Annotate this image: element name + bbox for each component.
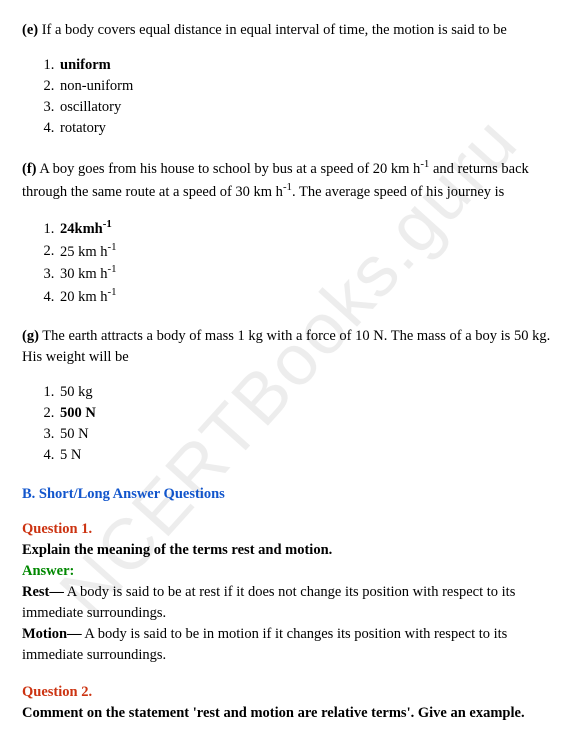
option-text: 24kmh-1 <box>60 221 112 237</box>
question-f-label: (f) <box>22 161 37 177</box>
option-text: 500 N <box>60 405 96 421</box>
option-item: 50 kg <box>58 382 556 403</box>
answer-1-body: Rest— A body is said to be at rest if it… <box>22 582 556 666</box>
motion-label: Motion— <box>22 626 82 642</box>
option-item: rotatory <box>58 118 556 139</box>
question-g-intro: (g) The earth attracts a body of mass 1 … <box>22 326 556 368</box>
option-item: 20 km h-1 <box>58 285 556 308</box>
option-item: oscillatory <box>58 97 556 118</box>
rest-label: Rest— <box>22 584 64 600</box>
question-g-options: 50 kg 500 N 50 N 5 N <box>22 382 556 466</box>
question-2-text: Comment on the statement 'rest and motio… <box>22 703 556 724</box>
question-f-text-3: . The average speed of his journey is <box>292 184 504 200</box>
option-item: non-uniform <box>58 76 556 97</box>
option-text: 50 kg <box>60 384 93 400</box>
superscript: -1 <box>283 181 292 193</box>
superscript: -1 <box>420 158 429 170</box>
option-text: oscillatory <box>60 99 121 115</box>
option-item: 30 km h-1 <box>58 262 556 285</box>
superscript: -1 <box>108 263 117 275</box>
answer-1-label: Answer: <box>22 561 556 582</box>
option-item: uniform <box>58 55 556 76</box>
option-text: 5 N <box>60 447 81 463</box>
superscript: -1 <box>108 286 117 298</box>
question-f-intro: (f) A boy goes from his house to school … <box>22 157 556 203</box>
question-g-text: The earth attracts a body of mass 1 kg w… <box>22 328 550 365</box>
question-1-text: Explain the meaning of the terms rest an… <box>22 540 556 561</box>
option-item: 500 N <box>58 403 556 424</box>
question-e-text: If a body covers equal distance in equal… <box>38 22 507 38</box>
rest-text: A body is said to be at rest if it does … <box>22 584 515 621</box>
question-e-options: uniform non-uniform oscillatory rotatory <box>22 55 556 139</box>
question-e-intro: (e) If a body covers equal distance in e… <box>22 20 556 41</box>
motion-text: A body is said to be in motion if it cha… <box>22 626 507 663</box>
question-f-text-1: A boy goes from his house to school by b… <box>37 161 421 177</box>
option-item: 25 km h-1 <box>58 240 556 263</box>
page-content: (e) If a body covers equal distance in e… <box>22 20 556 724</box>
option-text: 30 km h <box>60 266 108 282</box>
section-b-heading: B. Short/Long Answer Questions <box>22 484 556 505</box>
option-text: uniform <box>60 57 111 73</box>
option-item: 24kmh-1 <box>58 217 556 240</box>
option-text: non-uniform <box>60 78 133 94</box>
superscript: -1 <box>108 241 117 253</box>
option-text: 20 km h <box>60 289 108 305</box>
option-text: rotatory <box>60 120 106 136</box>
option-item: 50 N <box>58 424 556 445</box>
option-item: 5 N <box>58 445 556 466</box>
question-1-number: Question 1. <box>22 519 556 540</box>
option-text: 50 N <box>60 426 89 442</box>
question-f-options: 24kmh-1 25 km h-1 30 km h-1 20 km h-1 <box>22 217 556 308</box>
question-2-number: Question 2. <box>22 682 556 703</box>
question-e-label: (e) <box>22 22 38 38</box>
option-text: 25 km h <box>60 243 108 259</box>
question-g-label: (g) <box>22 328 39 344</box>
